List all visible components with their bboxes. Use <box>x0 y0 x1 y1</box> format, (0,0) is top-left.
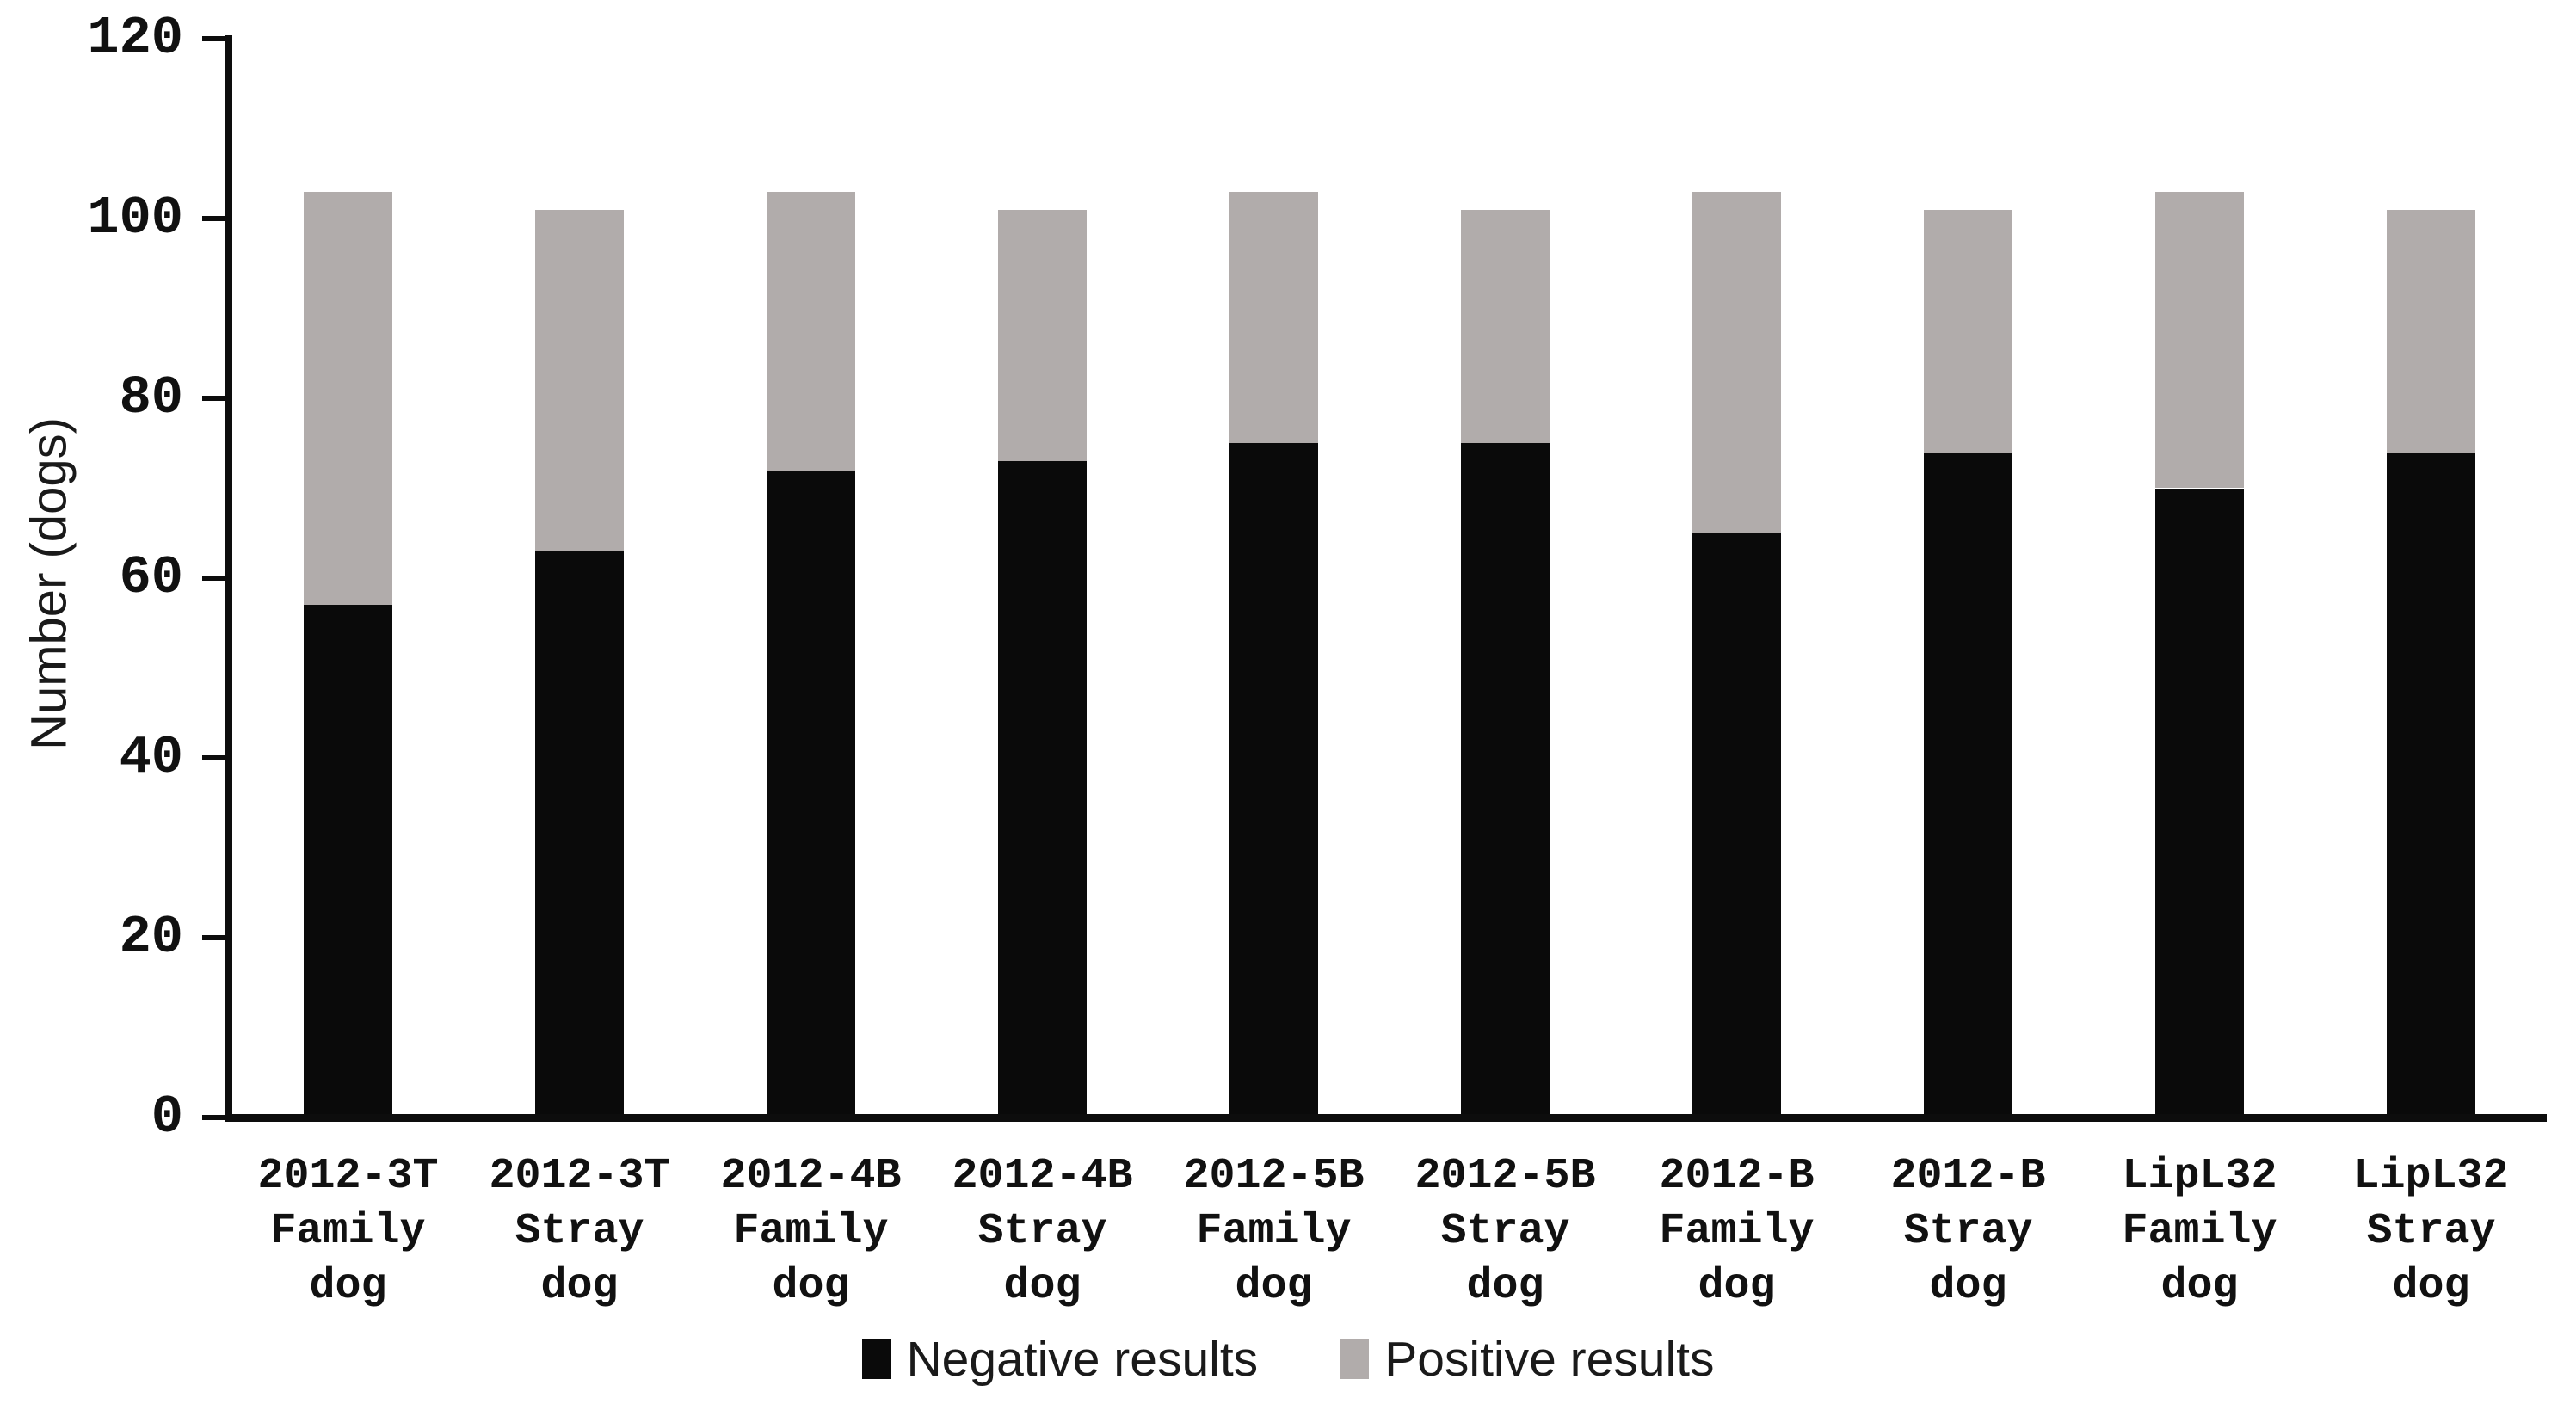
x-category-label-line: 2012-5B <box>1414 1152 1596 1201</box>
x-category-label: 2012-5B Family dog <box>1158 1149 1390 1315</box>
x-category-label-line: Stray <box>2366 1207 2496 1256</box>
legend-swatch <box>861 1339 891 1379</box>
bar-segment-positive-results-cat4 <box>998 209 1087 462</box>
x-category-label-line: 2012-4B <box>720 1152 902 1201</box>
bar-segment-negative-results-cat4 <box>998 461 1087 1118</box>
x-category-label-line: 2012-3T <box>257 1152 439 1201</box>
x-category-label-line: dog <box>1466 1262 1544 1311</box>
legend-item-negative-results: Negative results <box>861 1332 1259 1387</box>
chart-legend: Negative results Positive results <box>0 1333 2576 1385</box>
x-category-label: LipL32 Family dog <box>2084 1149 2315 1315</box>
y-tick-mark <box>202 1115 225 1120</box>
x-category-label: 2012-B Stray dog <box>1852 1149 2084 1315</box>
y-axis-line <box>225 35 232 1121</box>
bar-segment-negative-results-cat6 <box>1461 443 1550 1118</box>
x-category-label-line: LipL32 <box>2353 1152 2509 1201</box>
bar-segment-negative-results-cat1 <box>304 605 392 1118</box>
y-tick-mark <box>202 36 225 41</box>
legend-swatch <box>1340 1339 1370 1379</box>
x-category-label-line: LipL32 <box>2122 1152 2277 1201</box>
y-tick-label: 40 <box>119 727 183 788</box>
x-category-label-line: 2012-4B <box>952 1152 1133 1201</box>
x-category-label: 2012-5B Stray dog <box>1390 1149 1621 1315</box>
x-category-label: 2012-4B Family dog <box>695 1149 927 1315</box>
y-tick-label: 20 <box>119 907 183 968</box>
y-tick-label: 120 <box>87 8 183 69</box>
bar-segment-negative-results-cat7 <box>1692 533 1781 1118</box>
x-category-label-line: Stray <box>1440 1207 1570 1256</box>
y-tick-label: 0 <box>151 1087 183 1148</box>
legend-label: Negative results <box>906 1332 1259 1387</box>
x-category-label-line: Stray <box>1903 1207 2033 1256</box>
bar-segment-negative-results-cat8 <box>1924 452 2012 1118</box>
x-category-label-line: dog <box>1003 1262 1082 1311</box>
x-category-label-line: dog <box>1235 1262 1313 1311</box>
x-category-label: 2012-B Family dog <box>1621 1149 1852 1315</box>
bar-segment-positive-results-cat5 <box>1229 191 1318 444</box>
x-category-label-line: dog <box>309 1262 387 1311</box>
y-tick-mark <box>202 755 225 760</box>
y-tick-mark <box>202 935 225 940</box>
x-category-label-line: dog <box>2160 1262 2239 1311</box>
bar-segment-positive-results-cat7 <box>1692 191 1781 533</box>
y-tick-mark <box>202 396 225 401</box>
x-category-label-line: dog <box>1929 1262 2007 1311</box>
x-category-label-line: dog <box>540 1262 619 1311</box>
x-category-label-line: dog <box>2392 1262 2470 1311</box>
x-category-label-line: Stray <box>977 1207 1107 1256</box>
x-category-label-line: 2012-5B <box>1183 1152 1365 1201</box>
x-category-label-line: Family <box>270 1207 426 1256</box>
x-category-label: 2012-4B Stray dog <box>927 1149 1158 1315</box>
bar-segment-positive-results-cat8 <box>1924 209 2012 453</box>
x-category-label-line: 2012-3T <box>489 1152 670 1201</box>
bar-segment-positive-results-cat3 <box>767 191 855 471</box>
legend-label: Positive results <box>1384 1332 1715 1387</box>
bar-segment-negative-results-cat10 <box>2387 452 2475 1118</box>
bar-segment-negative-results-cat9 <box>2155 488 2244 1118</box>
x-category-label-line: Family <box>1659 1207 1815 1256</box>
x-category-label-line: Family <box>1196 1207 1352 1256</box>
x-category-label-line: Family <box>2122 1207 2277 1256</box>
bar-segment-positive-results-cat2 <box>535 209 624 551</box>
x-axis-line <box>225 1114 2547 1122</box>
x-category-label-line: 2012-B <box>1659 1152 1815 1201</box>
bar-segment-negative-results-cat3 <box>767 470 855 1118</box>
legend-item-positive-results: Positive results <box>1340 1332 1715 1387</box>
bar-segment-positive-results-cat10 <box>2387 209 2475 453</box>
y-tick-mark <box>202 216 225 221</box>
x-category-label-line: dog <box>772 1262 850 1311</box>
x-category-label: 2012-3T Family dog <box>232 1149 464 1315</box>
x-category-label-line: 2012-B <box>1890 1152 2046 1201</box>
y-tick-label: 80 <box>119 367 183 428</box>
bar-segment-negative-results-cat2 <box>535 551 624 1118</box>
bar-segment-negative-results-cat5 <box>1229 443 1318 1118</box>
x-category-label-line: Family <box>733 1207 889 1256</box>
x-category-label-line: dog <box>1698 1262 1776 1311</box>
y-tick-label: 60 <box>119 547 183 608</box>
x-category-label: LipL32 Stray dog <box>2315 1149 2547 1315</box>
bar-segment-positive-results-cat1 <box>304 191 392 606</box>
y-tick-mark <box>202 576 225 581</box>
x-category-label: 2012-3T Stray dog <box>464 1149 695 1315</box>
y-tick-label: 100 <box>87 188 183 249</box>
bar-segment-positive-results-cat9 <box>2155 191 2244 489</box>
x-category-label-line: Stray <box>515 1207 644 1256</box>
bar-segment-positive-results-cat6 <box>1461 209 1550 444</box>
